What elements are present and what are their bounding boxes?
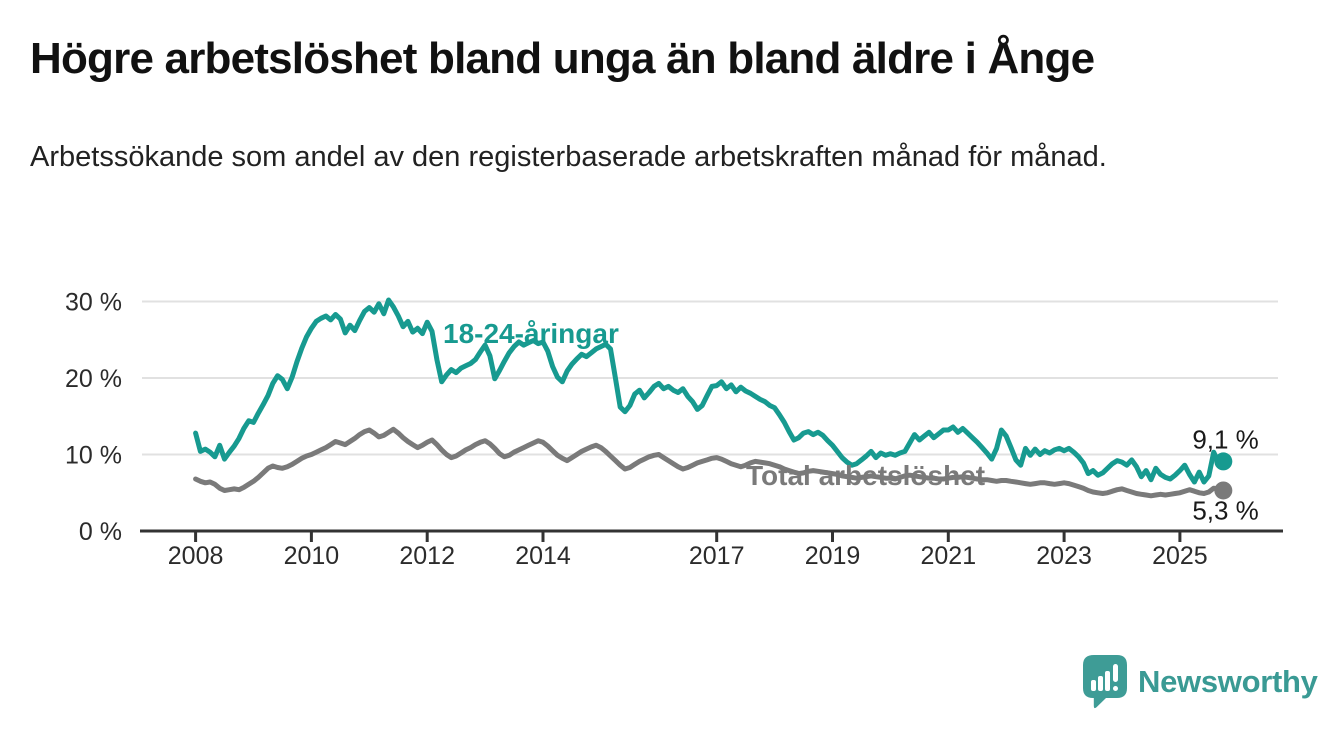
- y-axis-label: 10 %: [65, 442, 122, 470]
- y-axis-label: 20 %: [65, 365, 122, 393]
- logo-exclamation-dot: [1113, 686, 1118, 691]
- end-value-label-total: 5,3 %: [1192, 495, 1259, 525]
- x-axis-label: 2017: [689, 542, 745, 570]
- series-label-youth: 18-24-åringar: [443, 318, 619, 349]
- series-line-youth: [193, 297, 1226, 485]
- x-axis-label: 2023: [1036, 542, 1092, 570]
- newsworthy-logo: Newsworthy: [1083, 654, 1318, 710]
- x-axis-label: 2019: [805, 542, 861, 570]
- x-axis-label: 2010: [284, 542, 340, 570]
- series-line-total: [193, 426, 1226, 499]
- series-end-dot-youth: [1214, 452, 1233, 471]
- logo-bar-medium: [1098, 676, 1103, 691]
- x-axis-label: 2014: [515, 542, 571, 570]
- x-axis-label: 2021: [920, 542, 976, 570]
- series-end-dot-total: [1214, 481, 1233, 500]
- newsworthy-logo-text: Newsworthy: [1138, 664, 1318, 699]
- end-value-label-youth: 9,1 %: [1192, 424, 1259, 454]
- chart-subtitle: Arbetssökande som andel av den registerb…: [30, 141, 1107, 173]
- x-axis-label: 2008: [168, 542, 224, 570]
- chart-title: Högre arbetslöshet bland unga än bland ä…: [30, 34, 1095, 83]
- logo-exclamation-bar: [1113, 664, 1118, 682]
- x-axis-label: 2025: [1152, 542, 1208, 570]
- logo-bar-tall: [1105, 671, 1110, 691]
- y-axis-label: 30 %: [65, 289, 122, 317]
- newsworthy-logo-icon: [1083, 655, 1127, 709]
- series-label-total: Total arbetslöshet: [746, 460, 985, 491]
- y-axis-label: 0 %: [79, 518, 122, 546]
- x-axis-label: 2012: [399, 542, 455, 570]
- logo-bar-small: [1091, 680, 1096, 691]
